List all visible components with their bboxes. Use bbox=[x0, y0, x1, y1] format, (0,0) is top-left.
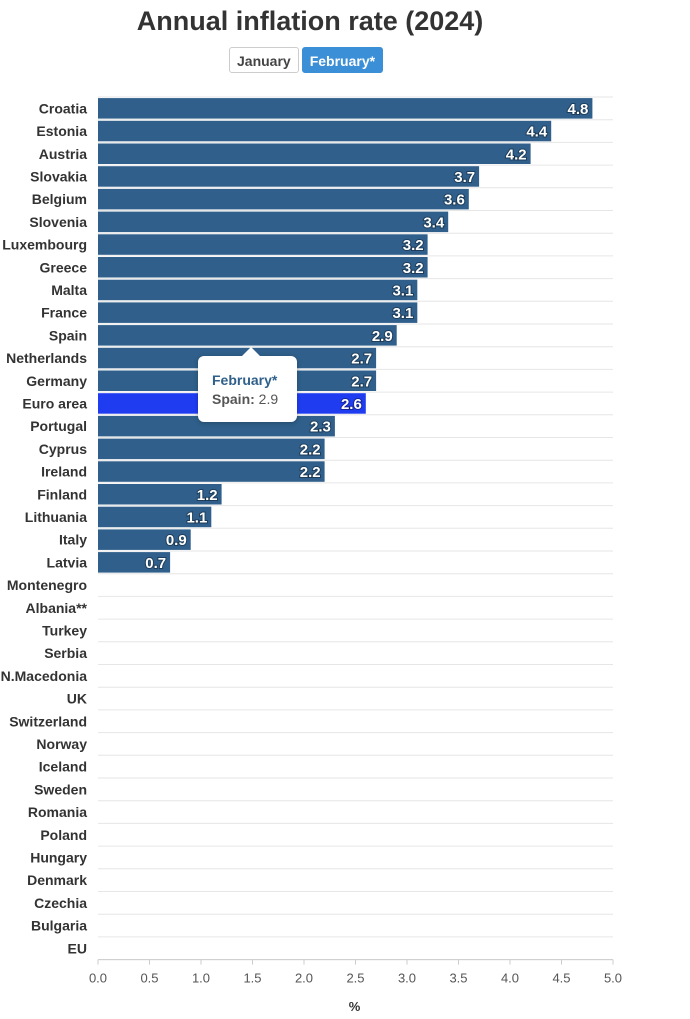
data-label: 3.2 bbox=[403, 260, 424, 277]
category-label: Netherlands bbox=[6, 350, 87, 366]
data-label: 2.9 bbox=[372, 328, 393, 345]
x-tick-label: 5.0 bbox=[604, 971, 622, 986]
bar[interactable] bbox=[98, 302, 418, 323]
category-label: Denmark bbox=[27, 872, 87, 888]
category-label: Euro area bbox=[22, 395, 87, 411]
category-label: Lithuania bbox=[25, 509, 87, 525]
x-tick-label: 1.0 bbox=[192, 971, 210, 986]
tooltip: February* Spain: 2.9 bbox=[198, 347, 297, 422]
tooltip-line: Spain: 2.9 bbox=[212, 389, 297, 409]
category-label: Montenegro bbox=[7, 577, 87, 593]
category-label: Turkey bbox=[42, 622, 87, 638]
bar[interactable] bbox=[98, 188, 469, 210]
bar[interactable] bbox=[98, 506, 212, 528]
bar[interactable] bbox=[98, 552, 171, 573]
bar[interactable] bbox=[98, 325, 397, 346]
bar[interactable] bbox=[98, 211, 449, 233]
tooltip-title: February* bbox=[212, 372, 278, 388]
x-tick-label: 4.0 bbox=[501, 971, 519, 986]
x-tick-label: 3.0 bbox=[398, 971, 416, 986]
category-label: France bbox=[41, 305, 87, 321]
x-tick-label: 2.5 bbox=[346, 971, 364, 986]
data-label: 2.2 bbox=[300, 441, 321, 458]
data-label: 0.9 bbox=[166, 532, 187, 549]
category-label: Luxembourg bbox=[2, 237, 87, 253]
data-label: 3.6 bbox=[444, 192, 465, 209]
tab-january[interactable]: January bbox=[229, 47, 299, 73]
chart-title: Annual inflation rate (2024) bbox=[136, 6, 484, 36]
category-label: Albania** bbox=[26, 600, 88, 616]
data-label: 3.2 bbox=[403, 237, 424, 254]
bar[interactable] bbox=[98, 98, 593, 119]
data-label: 2.3 bbox=[310, 419, 331, 436]
data-label: 1.1 bbox=[186, 509, 207, 526]
category-label: Slovenia bbox=[29, 214, 87, 230]
category-label: Greece bbox=[40, 259, 88, 275]
bar[interactable] bbox=[98, 120, 552, 142]
category-label: Croatia bbox=[39, 100, 87, 116]
category-label: Bulgaria bbox=[31, 918, 87, 934]
category-label: Italy bbox=[59, 532, 87, 548]
bar[interactable] bbox=[98, 234, 428, 255]
x-tick-label: 3.5 bbox=[449, 971, 467, 986]
data-label: 2.7 bbox=[351, 351, 372, 368]
category-label: Sweden bbox=[34, 781, 87, 797]
x-tick-label: 0.0 bbox=[89, 971, 107, 986]
category-label: Serbia bbox=[44, 645, 87, 661]
x-tick-label: 1.5 bbox=[243, 971, 261, 986]
category-label: Latvia bbox=[47, 554, 88, 570]
bar[interactable] bbox=[98, 529, 191, 550]
category-label: Romania bbox=[28, 804, 87, 820]
tab-february[interactable]: February* bbox=[301, 47, 384, 73]
data-label: 3.7 bbox=[454, 169, 475, 186]
category-label: Estonia bbox=[36, 123, 87, 139]
category-label: Finland bbox=[37, 486, 87, 502]
data-label: 3.1 bbox=[392, 305, 413, 322]
category-label: Czechia bbox=[34, 895, 87, 911]
category-label: Malta bbox=[51, 282, 87, 298]
data-label: 2.2 bbox=[300, 464, 321, 481]
category-label: Poland bbox=[40, 827, 87, 843]
bar[interactable] bbox=[98, 461, 325, 482]
category-label: Spain bbox=[49, 327, 87, 343]
data-label: 3.4 bbox=[423, 214, 445, 231]
data-label: 4.2 bbox=[506, 146, 527, 163]
x-axis-title: % bbox=[349, 999, 361, 1014]
bar[interactable] bbox=[98, 279, 418, 301]
data-label: 0.7 bbox=[145, 555, 166, 572]
category-label: Belgium bbox=[32, 191, 87, 207]
category-label: Hungary bbox=[30, 849, 87, 865]
bar[interactable] bbox=[98, 257, 428, 278]
data-label: 4.8 bbox=[568, 101, 589, 118]
category-label: Ireland bbox=[41, 464, 87, 480]
tooltip-label: Spain: bbox=[212, 391, 255, 407]
bar[interactable] bbox=[98, 438, 325, 460]
data-label: 3.1 bbox=[392, 282, 413, 299]
x-tick-label: 0.5 bbox=[140, 971, 158, 986]
category-label: Cyprus bbox=[39, 441, 87, 457]
category-label: Portugal bbox=[30, 418, 87, 434]
category-label: Norway bbox=[36, 736, 87, 752]
x-tick-label: 4.5 bbox=[552, 971, 570, 986]
bar[interactable] bbox=[98, 484, 222, 505]
category-label: Austria bbox=[39, 146, 87, 162]
category-label: N.Macedonia bbox=[1, 668, 88, 684]
category-label: Slovakia bbox=[30, 168, 87, 184]
data-label: 2.6 bbox=[341, 396, 362, 413]
x-tick-label: 2.0 bbox=[295, 971, 313, 986]
category-label: Iceland bbox=[39, 759, 87, 775]
data-label: 4.4 bbox=[526, 124, 548, 141]
category-label: EU bbox=[68, 940, 87, 956]
series-toggle: January February* bbox=[229, 47, 384, 73]
category-label: Switzerland bbox=[9, 713, 87, 729]
data-label: 1.2 bbox=[197, 487, 218, 504]
bar[interactable] bbox=[98, 143, 531, 165]
category-label: UK bbox=[67, 691, 87, 707]
bar[interactable] bbox=[98, 166, 480, 187]
category-label: Germany bbox=[26, 373, 87, 389]
data-label: 2.7 bbox=[351, 373, 372, 390]
tooltip-value: 2.9 bbox=[258, 391, 279, 407]
